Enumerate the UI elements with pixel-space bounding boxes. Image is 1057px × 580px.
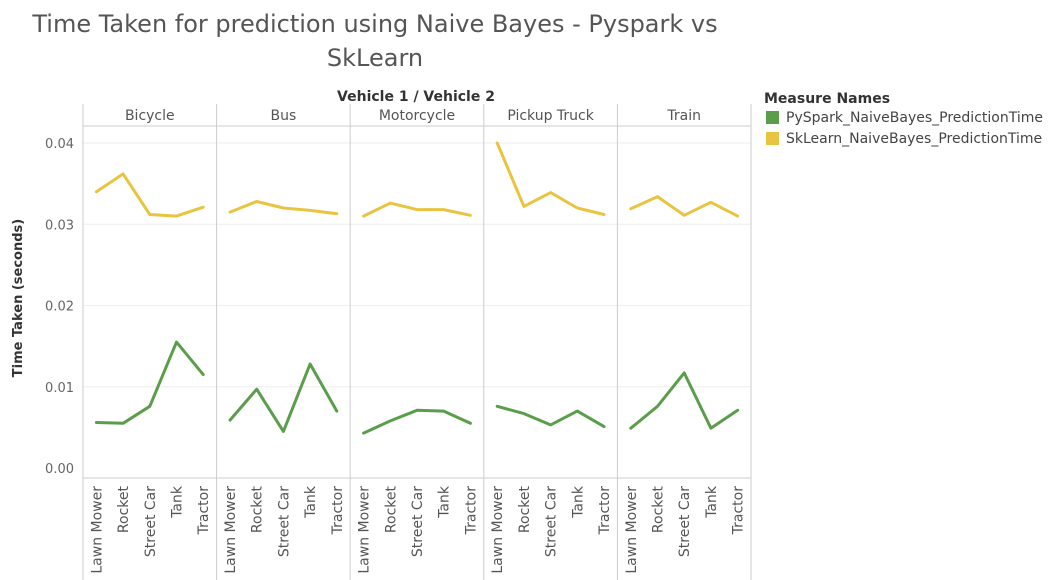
series-line-pyspark <box>94 340 205 425</box>
column-header: Vehicle 1 / Vehicle 2 <box>337 89 495 105</box>
x-tick-label: Lawn Mower <box>490 486 506 574</box>
series-line-pyspark <box>228 362 339 433</box>
x-tick-label: Tractor <box>196 486 212 536</box>
x-tick-label: Tank <box>704 485 720 519</box>
x-tick-label: Rocket <box>383 485 399 533</box>
x-tick-label: Street Car <box>276 486 292 557</box>
panel-pickup-truck: Pickup Truck Lawn Mower Rocket Street Car Ta… <box>483 104 613 580</box>
panel-label: Bicycle <box>125 108 175 124</box>
x-tick-label: Tank <box>437 485 453 519</box>
series-line-sklearn <box>228 200 339 216</box>
x-tick-label: Rocket <box>650 485 666 533</box>
series-line-sklearn <box>362 201 472 218</box>
panel-label: Pickup Truck <box>507 108 594 124</box>
legend-swatch-pyspark <box>766 111 779 124</box>
x-tick-label: Lawn Mower <box>223 486 239 574</box>
panel-label: Train <box>666 108 701 124</box>
x-tick-label: Lawn Mower <box>624 486 640 574</box>
x-tick-label: Street Car <box>143 486 159 557</box>
series-line-pyspark <box>629 371 740 430</box>
x-tick-label: Tractor <box>597 486 613 536</box>
y-tick-label: 0.02 <box>45 300 74 315</box>
x-tick-label: Tractor <box>330 486 346 536</box>
legend-title: Measure Names <box>764 91 890 107</box>
x-tick-label: Tank <box>570 485 586 519</box>
legend-label-sklearn: SkLearn_NaiveBayes_PredictionTime <box>786 131 1042 147</box>
grid-layer <box>82 104 752 580</box>
y-tick-label: 0.01 <box>45 381 74 396</box>
y-tick-label: 0.04 <box>45 137 74 152</box>
x-tick-label: Street Car <box>677 486 693 557</box>
x-tick-label: Lawn Mower <box>89 486 105 574</box>
series-line-sklearn <box>629 195 740 218</box>
series-line-pyspark <box>495 404 606 429</box>
panel-bicycle: Bicycle Lawn Mower Rocket Street Car Tank Tra… <box>89 108 212 574</box>
x-tick-label: Street Car <box>410 486 426 557</box>
panel-train: Train Lawn Mower Rocket Street Car Tank Tract… <box>616 104 747 580</box>
x-tick-label: Tank <box>303 485 319 519</box>
chart-title-line2: SkLearn <box>327 44 423 72</box>
panel-bus: Bus Lawn Mower Rocket Street Car Tank Tractor <box>216 104 346 580</box>
chart-title-line1: Time Taken for prediction using Naive Ba… <box>31 10 717 38</box>
series-line-pyspark <box>362 408 472 435</box>
x-tick-label: Rocket <box>517 485 533 533</box>
x-tick-label: Rocket <box>250 485 266 533</box>
x-tick-label: Tractor <box>731 486 747 536</box>
legend-swatch-sklearn <box>766 132 779 145</box>
x-tick-label: Street Car <box>544 486 560 557</box>
panel-label: Bus <box>271 108 297 124</box>
y-tick-label: 0.00 <box>45 462 74 477</box>
y-tick-label: 0.03 <box>45 218 74 233</box>
series-line-sklearn <box>495 141 606 216</box>
legend: Measure Names PySpark_NaiveBayes_Predict… <box>764 91 1043 147</box>
panel-motorcycle: Motorcycle Lawn Mower Rocket Street Car Tank… <box>349 104 479 580</box>
x-tick-label: Tank <box>170 485 186 519</box>
series-line-sklearn <box>94 172 205 218</box>
x-tick-label: Rocket <box>116 485 132 533</box>
x-tick-label: Tractor <box>463 486 479 536</box>
y-ticks: 0.00 0.01 0.02 0.03 0.04 <box>45 137 74 477</box>
legend-label-pyspark: PySpark_NaiveBayes_PredictionTime <box>786 110 1043 126</box>
y-axis-label: Time Taken (seconds) <box>11 219 26 377</box>
x-tick-label: Lawn Mower <box>357 486 373 574</box>
panel-label: Motorcycle <box>379 108 455 124</box>
